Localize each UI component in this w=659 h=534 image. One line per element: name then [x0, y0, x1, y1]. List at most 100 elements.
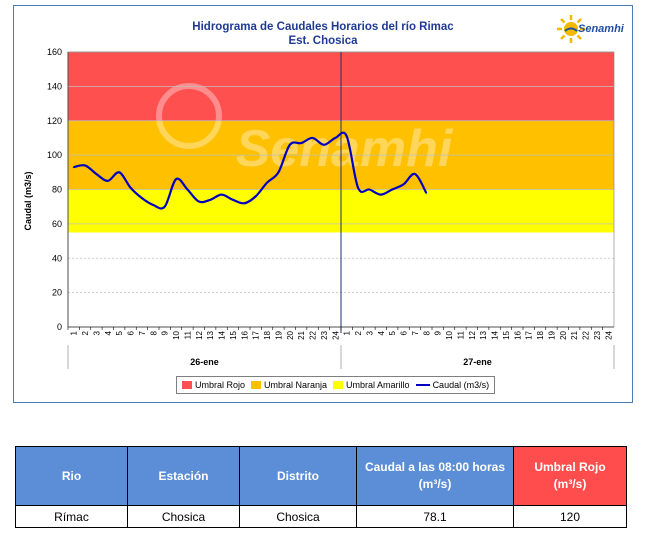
x-tick-label-33: 10: [445, 330, 454, 339]
chart-title-main: Hidrograma de Caudales Horarios del río …: [192, 21, 454, 33]
x-tick-label-12: 13: [206, 330, 215, 339]
x-tick-label-45: 22: [582, 330, 591, 339]
legend-swatch-rojo: [182, 381, 192, 389]
day-group-label-1: 27-ene: [463, 357, 492, 367]
data-point-15: [243, 202, 246, 205]
x-tick-label-34: 11: [456, 330, 465, 339]
x-tick-label-16: 17: [252, 330, 261, 339]
legend-item-caudal: Caudal (m3/s): [415, 380, 490, 390]
data-point-0: [72, 166, 75, 168]
cell-umbral-rojo: 120: [513, 505, 627, 528]
x-tick-label-2: 3: [92, 330, 101, 335]
legend-label-amarillo: Umbral Amarillo: [346, 380, 410, 390]
x-tick-label-0: 1: [70, 330, 79, 335]
x-tick-label-43: 20: [559, 330, 568, 339]
header-distrito: Distrito: [239, 446, 357, 506]
data-point-8: [163, 205, 166, 208]
chart-subtitle: Est. Chosica: [288, 35, 358, 47]
legend-item-rojo: Umbral Rojo: [182, 380, 245, 390]
table-header-row: Rio Estación Distrito Caudal a las 08:00…: [15, 446, 627, 506]
x-tick-label-11: 12: [195, 330, 204, 339]
legend-swatch-caudal: [415, 384, 430, 386]
y-tick-label-1: 20: [52, 288, 62, 298]
table-row: Rímac Chosica Chosica 78.1 120: [15, 505, 627, 528]
x-tick-label-26: 3: [365, 330, 374, 335]
x-tick-label-3: 4: [104, 330, 113, 335]
y-tick-label-6: 120: [47, 116, 62, 126]
data-point-23: [334, 137, 337, 139]
x-tick-label-18: 19: [274, 330, 283, 339]
data-point-4: [118, 171, 120, 174]
sun-icon: [557, 15, 585, 43]
x-tick-label-28: 5: [388, 330, 397, 335]
data-point-2: [95, 173, 98, 175]
logo-text: Senamhi: [578, 23, 624, 35]
x-tick-label-42: 19: [547, 330, 556, 339]
y-tick-label-0: 0: [57, 322, 62, 332]
data-point-29: [402, 183, 405, 186]
x-tick-label-4: 5: [115, 330, 124, 335]
data-point-30: [414, 173, 416, 175]
chart-legend: Umbral Rojo Umbral Naranja Umbral Amaril…: [176, 376, 496, 394]
x-tick-label-23: 24: [331, 330, 340, 339]
x-tick-label-27: 4: [377, 330, 386, 335]
chart-title: Hidrograma de Caudales Horarios del río …: [14, 20, 632, 48]
data-point-28: [391, 188, 393, 191]
x-tick-label-37: 14: [491, 330, 500, 339]
x-tick-label-29: 6: [400, 330, 409, 335]
x-tick-label-10: 11: [183, 330, 192, 339]
data-point-10: [186, 188, 189, 191]
x-tick-label-6: 7: [138, 330, 147, 335]
x-tick-label-36: 13: [479, 330, 488, 339]
data-point-5: [129, 186, 132, 189]
legend-label-caudal: Caudal (m3/s): [432, 380, 490, 390]
legend-swatch-naranja: [251, 381, 262, 389]
y-tick-label-2: 40: [52, 253, 62, 263]
data-point-26: [368, 188, 371, 191]
x-tick-label-22: 23: [320, 330, 329, 339]
series-line-caudal: [73, 131, 428, 210]
x-tick-label-25: 2: [354, 330, 363, 335]
x-tick-label-24: 1: [343, 330, 352, 335]
header-caudal: Caudal a las 08:00 horas (m³/s): [356, 446, 514, 506]
x-tick-label-30: 7: [411, 330, 420, 335]
x-tick-label-19: 20: [286, 330, 295, 339]
header-rio: Rio: [15, 446, 128, 506]
legend-item-amarillo: Umbral Amarillo: [333, 380, 410, 390]
x-tick-label-9: 10: [172, 330, 181, 339]
legend-item-naranja: Umbral Naranja: [251, 380, 327, 390]
data-point-21: [311, 137, 314, 139]
x-tick-label-32: 9: [434, 330, 443, 335]
y-tick-label-7: 140: [47, 81, 62, 91]
day-group-label-0: 26-ene: [190, 357, 219, 367]
data-point-24: [345, 135, 348, 138]
data-point-20: [300, 142, 302, 144]
header-estacion: Estación: [127, 446, 240, 506]
x-tick-label-31: 8: [422, 330, 431, 335]
data-point-6: [141, 197, 143, 199]
x-tick-label-5: 6: [127, 330, 136, 335]
cell-distrito: Chosica: [239, 505, 357, 528]
x-tick-label-13: 14: [218, 330, 227, 339]
legend-label-naranja: Umbral Naranja: [264, 380, 328, 390]
data-point-11: [198, 200, 200, 203]
data-point-18: [277, 171, 280, 174]
data-point-22: [323, 144, 325, 146]
x-tick-label-21: 22: [309, 330, 318, 339]
senamhi-logo: Senamhi: [556, 12, 631, 48]
x-tick-label-40: 17: [525, 330, 534, 339]
data-point-7: [152, 204, 155, 206]
data-point-14: [232, 199, 234, 201]
x-tick-label-7: 8: [149, 330, 158, 335]
y-tick-label-3: 60: [52, 219, 62, 229]
data-point-19: [289, 144, 291, 146]
cell-rio: Rímac: [15, 505, 128, 528]
x-tick-label-20: 21: [297, 330, 306, 339]
chart-frame: Hidrograma de Caudales Horarios del río …: [13, 5, 633, 403]
data-point-9: [175, 178, 177, 180]
data-point-17: [266, 181, 268, 184]
x-tick-label-41: 18: [536, 330, 545, 339]
data-point-13: [220, 193, 223, 196]
station-info-table: Rio Estación Distrito Caudal a las 08:00…: [15, 446, 627, 528]
